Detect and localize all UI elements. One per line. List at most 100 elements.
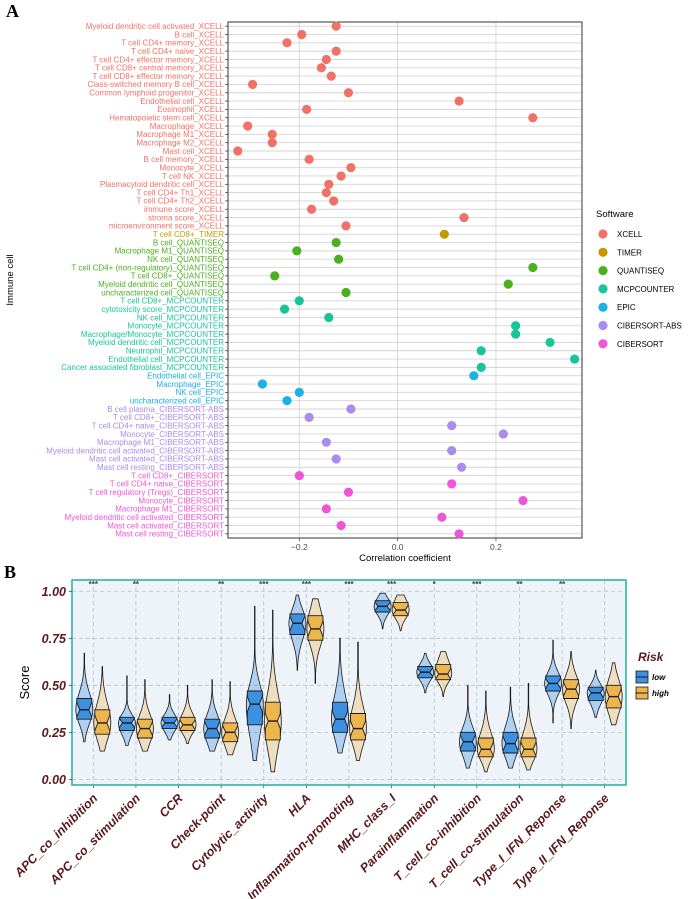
- significance-label: ***: [89, 580, 99, 589]
- data-point: [447, 446, 457, 456]
- significance-label: ***: [472, 580, 482, 589]
- y-tick-label: microenvironment score_XCELL: [109, 222, 225, 231]
- box-high: [435, 664, 452, 681]
- significance-label: ***: [387, 580, 397, 589]
- y-tick-label: Monocyte_XCELL: [160, 163, 225, 172]
- legend-key: [598, 339, 608, 349]
- data-point: [243, 121, 253, 131]
- y-tick-label: Myeloid dendritic cell activated_XCELL: [86, 22, 225, 31]
- legend-label: XCELL: [617, 230, 643, 239]
- legend-label: CIBERSORT: [617, 340, 664, 349]
- significance-label: ***: [344, 580, 354, 589]
- data-point: [498, 429, 508, 439]
- y-tick-label: NK cell_MCPCOUNTER: [137, 313, 224, 322]
- data-point: [331, 21, 341, 31]
- plot-background: [228, 22, 582, 538]
- data-point: [302, 104, 312, 114]
- data-point: [321, 437, 331, 447]
- data-point: [270, 271, 280, 281]
- data-point: [503, 279, 513, 289]
- correlation-dot-plot: Myeloid dendritic cell activated_XCELLB …: [5, 21, 682, 564]
- box-low: [76, 698, 93, 720]
- box-low: [502, 731, 519, 754]
- box-high: [520, 737, 537, 758]
- data-point: [518, 495, 528, 506]
- y-tick-label: Endothelial cell_MCPCOUNTER: [108, 355, 224, 364]
- data-point: [282, 38, 292, 48]
- data-point: [247, 79, 258, 90]
- data-point: [331, 454, 341, 464]
- legend-label: MCPCOUNTER: [617, 285, 675, 294]
- data-point: [346, 163, 356, 173]
- box-low: [246, 690, 263, 726]
- data-point: [476, 346, 486, 356]
- data-point: [545, 337, 555, 348]
- y-tick-label: Monocyte_MCPCOUNTER: [128, 322, 225, 331]
- y-tick-label: stroma score_XCELL: [148, 213, 225, 222]
- y-tick-label: immune score_XCELL: [144, 205, 225, 214]
- legend-label: CIBERSORT-ABS: [617, 322, 682, 331]
- y-tick-label: Macrophage_XCELL: [150, 122, 225, 131]
- y-tick-label: Plasmacytoid dendritic cell_XCELL: [100, 180, 225, 189]
- data-point: [476, 362, 486, 372]
- y-tick-label: Macrophage M1_XCELL: [136, 130, 224, 139]
- y-tick-label: Macrophage M2_XCELL: [136, 138, 224, 147]
- legend-label: TIMER: [617, 248, 642, 257]
- data-point: [511, 321, 521, 331]
- box-high: [94, 709, 111, 735]
- y-tick-label: Monocyte_CIBERSORT-ABS: [120, 430, 224, 439]
- x-tick-label: 0.0: [392, 542, 404, 552]
- y-tick-label: T cell NK_XCELL: [162, 172, 225, 181]
- y-tick-label: Mast cell resting_CIBERSORT-ABS: [97, 463, 224, 472]
- data-point: [294, 387, 304, 397]
- data-point: [341, 287, 351, 298]
- data-point: [437, 512, 447, 522]
- legend-key: [598, 320, 608, 331]
- box-high: [307, 615, 324, 641]
- box-low: [118, 716, 135, 731]
- data-point: [329, 196, 339, 206]
- data-point: [292, 246, 302, 256]
- y-tick-label: B cell_QUANTISEQ: [153, 238, 224, 247]
- x-tick-label: APC_co_inhibition: [11, 791, 100, 880]
- box-high: [350, 713, 366, 741]
- data-point: [294, 296, 304, 306]
- significance-label: **: [516, 580, 523, 589]
- y-tick-label: T cell regulatory (Tregs)_CIBERSORT: [89, 488, 225, 497]
- box-high: [179, 716, 196, 731]
- y-tick-label: B cell memory_XCELL: [144, 155, 225, 164]
- y-tick-label: Myeloid dendritic cell activated_CIBERSO…: [65, 513, 225, 522]
- x-tick-label: CCR: [157, 791, 186, 820]
- data-point: [297, 29, 307, 40]
- y-tick-label: Macrophage/Monocyte_MCPCOUNTER: [81, 330, 224, 339]
- box-low: [587, 686, 604, 701]
- y-axis-title: Score: [17, 666, 32, 700]
- y-tick-label: Eosinophil_XCELL: [157, 105, 224, 114]
- y-tick-label: B cell plasma_CIBERSORT-ABS: [107, 405, 224, 414]
- y-tick-label: B cell_XCELL: [175, 30, 225, 39]
- x-tick-label: 0.2: [490, 542, 502, 552]
- y-tick-label: 0.50: [42, 679, 66, 693]
- data-point: [321, 504, 331, 514]
- significance-label: *: [433, 580, 437, 589]
- y-tick-label: Common lymphoid progenitor_XCELL: [89, 89, 224, 98]
- x-axis-title: Correlation coefficient: [359, 553, 451, 564]
- y-tick-label: Macrophage M1_CIBERSORT-ABS: [97, 438, 224, 447]
- data-point: [279, 304, 290, 314]
- y-tick-label: NK cell_EPIC: [176, 388, 225, 397]
- data-point: [304, 412, 314, 422]
- data-point: [511, 329, 521, 339]
- x-tick-label: HLA: [285, 791, 313, 819]
- y-tick-label: T cell CD4+ naive_CIBERSORT: [110, 480, 224, 489]
- data-point: [267, 138, 277, 148]
- data-point: [334, 254, 344, 264]
- data-point: [528, 113, 538, 123]
- data-point: [341, 221, 351, 231]
- data-point: [306, 204, 317, 214]
- box-high: [477, 737, 494, 758]
- y-tick-label: Neutrophil_MCPCOUNTER: [126, 347, 224, 356]
- data-point: [343, 487, 354, 497]
- box-high: [392, 602, 409, 617]
- data-point: [331, 46, 341, 56]
